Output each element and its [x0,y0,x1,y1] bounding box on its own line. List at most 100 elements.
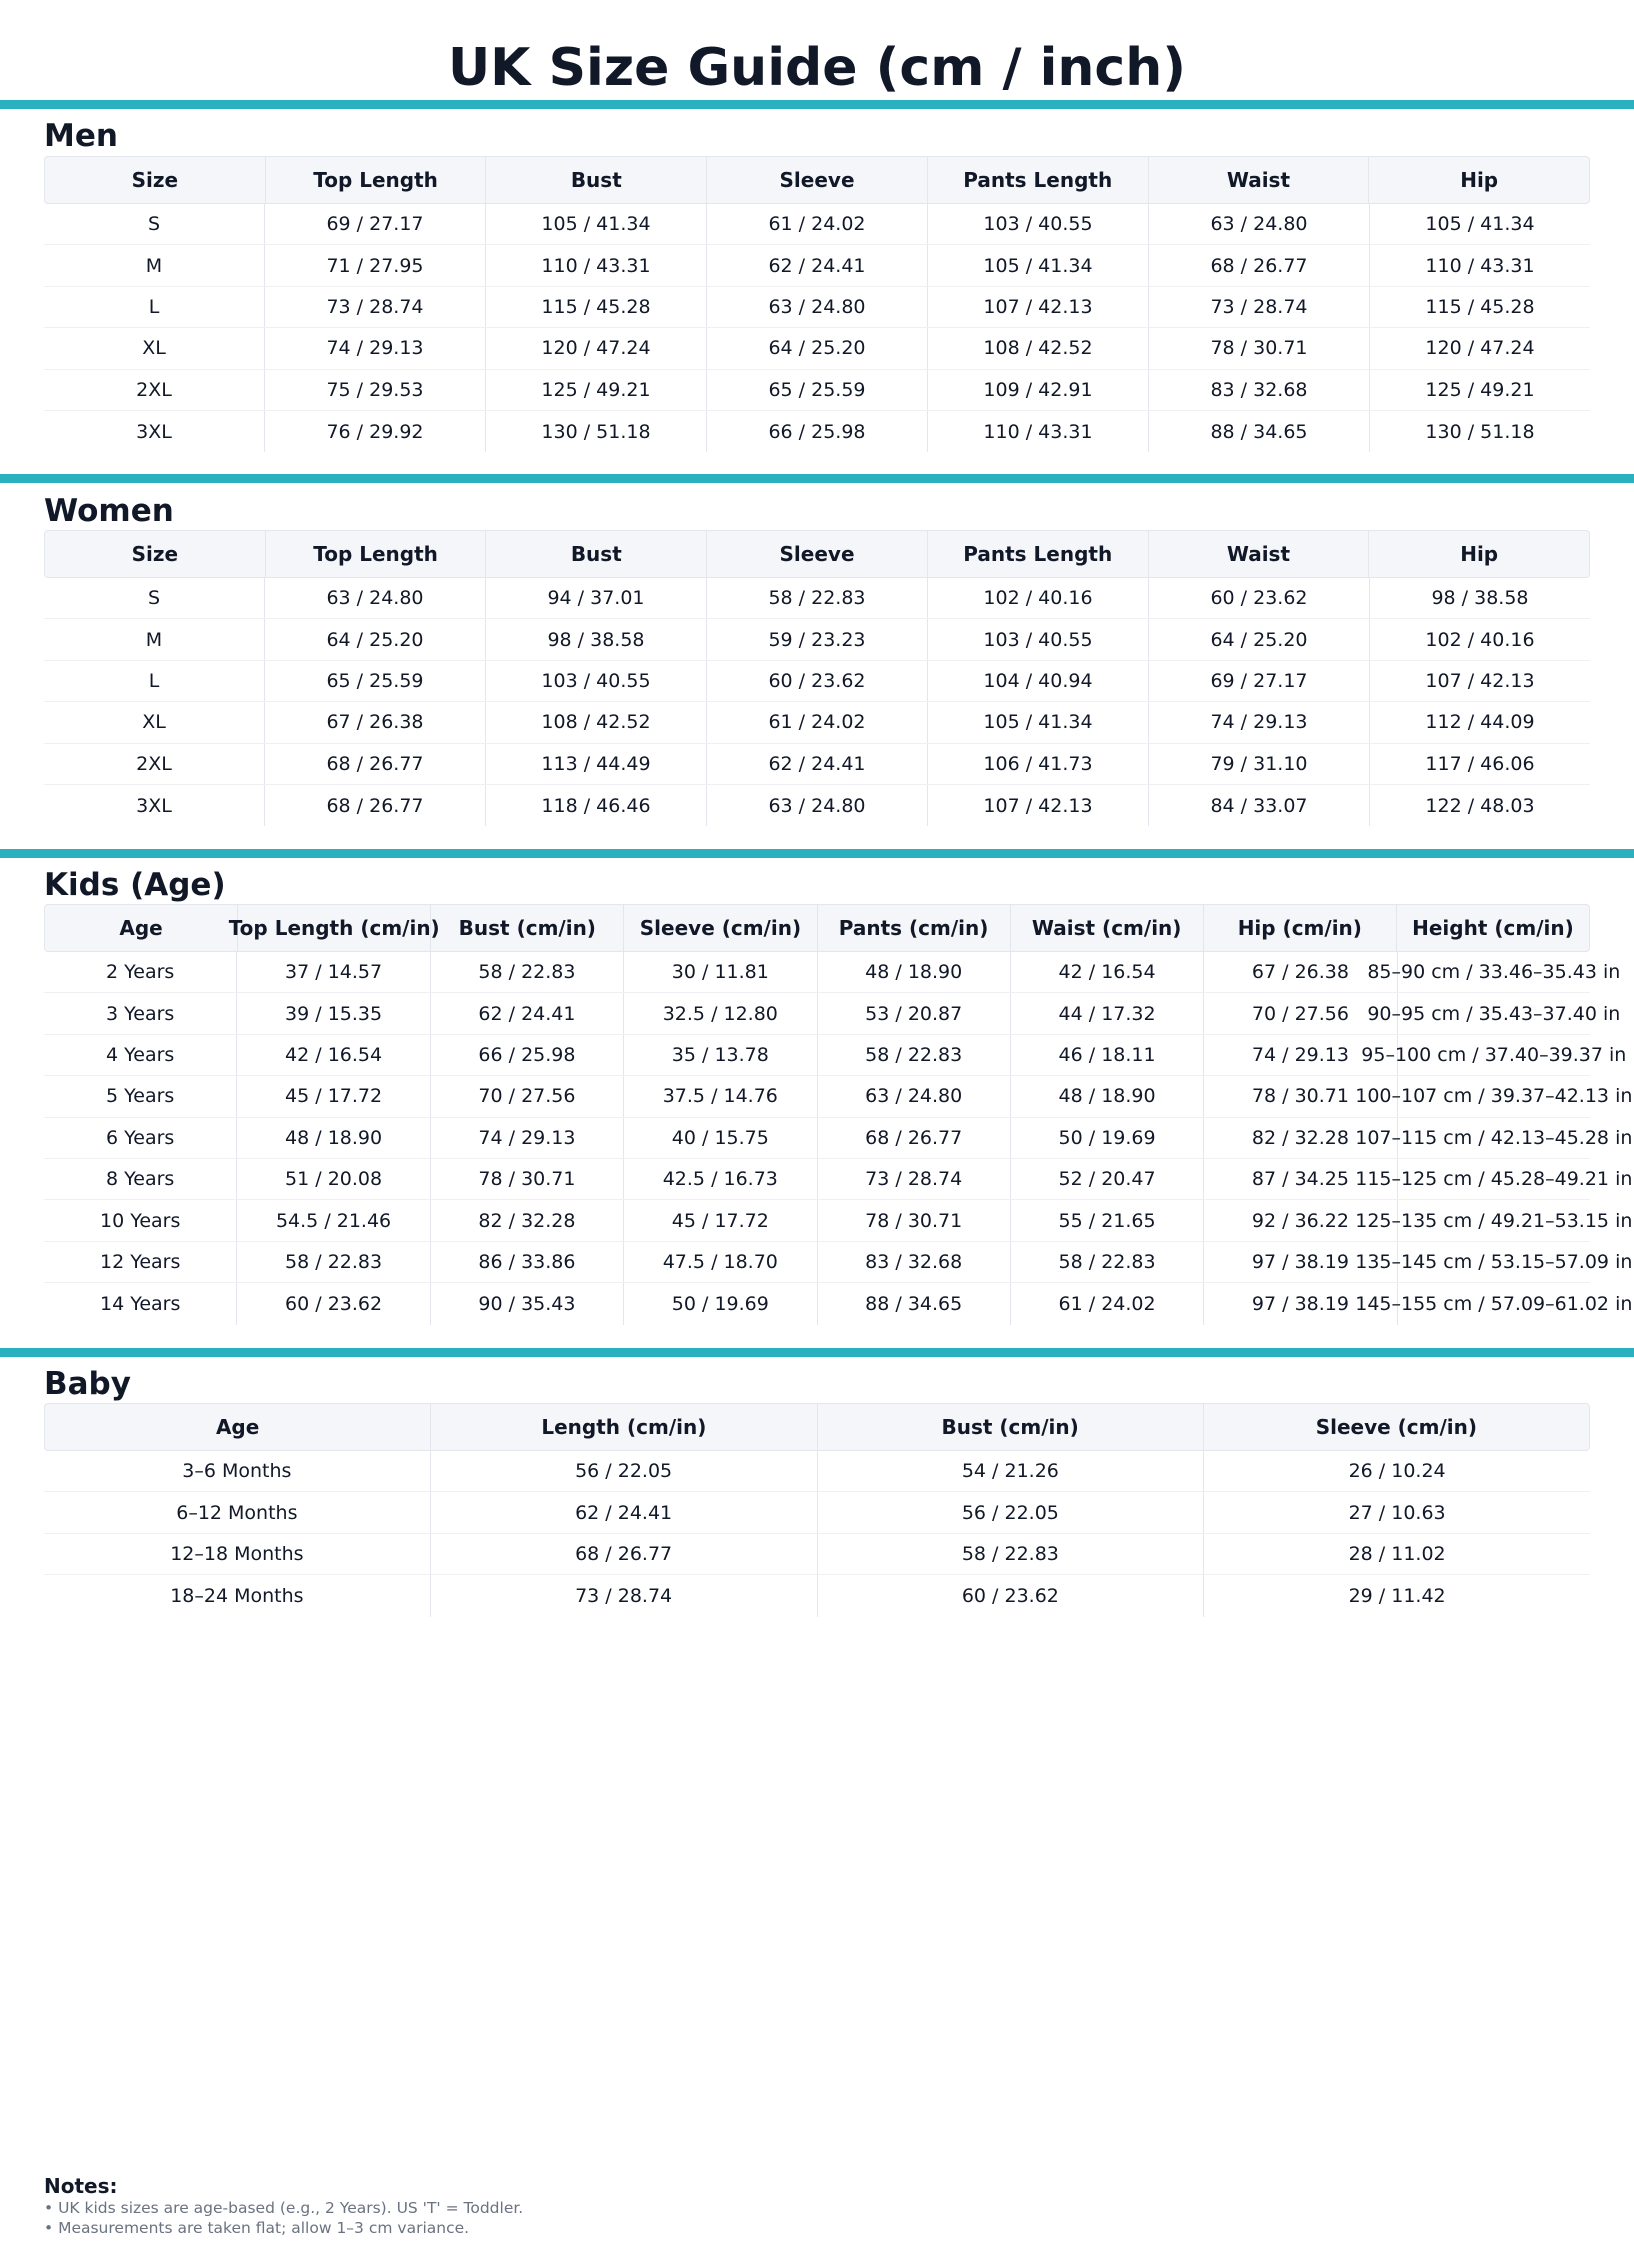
table-cell: 45 / 17.72 [623,1200,816,1241]
table-cell: 58 / 22.83 [816,1034,1010,1076]
table-cell: 3–6 Months [182,1460,292,1483]
table-row: L 73 / 28.74 115 / 45.28 63 / 24.80 107 / 42… [44,286,1590,329]
table-row: 10 Years 54.5 / 21.46 82 / 32.28 45 / 17.72… [44,1200,1632,1242]
table-cell: 75 / 29.53 [264,369,485,410]
table-row: 3XL 76 / 29.92 130 / 51.18 66 / 25.98 110 / … [44,410,1590,453]
note-line: • Measurements are taken flat; allow 1–3… [44,2219,470,2237]
table-cell: 108 / 42.52 [485,702,706,743]
table-row: 3XL 68 / 26.77 118 / 46.46 63 / 24.80 107 / … [44,784,1590,827]
column-header: Top Length [264,157,486,203]
table-cell: 82 / 32.28 [1203,1117,1396,1158]
table-cell: 66 / 25.98 [429,1034,623,1076]
table-cell: 47.5 / 18.70 [623,1241,816,1283]
table-cell: 102 / 40.16 [927,578,1148,619]
table-row: 12 Years 58 / 22.83 86 / 33.86 47.5 / 18.70… [44,1241,1632,1284]
table-cell: 4 Years [106,1043,175,1066]
table-cell: 2 Years [106,961,175,984]
column-header: Height (cm/in) [1395,905,1589,951]
column-header: Waist [1147,531,1369,577]
table-header-row: Age Top Length (cm/in) Bust (cm/in) Sleeve … [44,904,1590,952]
table-cell: 29 / 11.42 [1203,1575,1590,1617]
table-cell: 6 Years [106,1126,175,1149]
table-cell: 30 / 11.81 [623,952,816,993]
table-cell: 87 / 34.25 [1203,1158,1396,1200]
note-line: • UK kids sizes are age-based (e.g., 2 Y… [44,2199,524,2217]
table-cell: 58 / 22.83 [816,1533,1204,1575]
table-cell: 67 / 26.38 [1203,952,1396,993]
table-row: M 64 / 25.20 98 / 38.58 59 / 23.23 103 / 40.… [44,619,1590,661]
section-title-men: Men [44,118,118,154]
table-cell: 58 / 22.83 [706,578,927,619]
table-cell: 110 / 43.31 [485,245,706,286]
table-cell: 102 / 40.16 [1369,619,1590,660]
table-cell: 65 / 25.59 [706,369,927,410]
table-cell: 117 / 46.06 [1369,743,1590,784]
table-cell: 37.5 / 14.76 [623,1076,816,1117]
women-size-table: Size Top Length Bust Sleeve Pants Length Wais… [44,530,1590,827]
table-cell: 112 / 44.09 [1369,702,1590,743]
table-cell: 68 / 26.77 [429,1533,817,1575]
table-cell: 61 / 24.02 [706,702,927,743]
table-row: S 69 / 27.17 105 / 41.34 61 / 24.02 103 / 40… [44,204,1590,246]
table-cell: 32.5 / 12.80 [623,993,816,1034]
table-cell: 10 Years [100,1209,181,1232]
column-header: Age [215,1415,260,1439]
table-cell: 58 / 22.83 [1009,1241,1203,1283]
table-row: 18–24 Months 73 / 28.74 60 / 23.62 29 / 11.… [44,1575,1590,1617]
table-cell: 58 / 22.83 [429,952,623,993]
table-cell: 97 / 38.19 [1203,1241,1396,1283]
table-cell: 120 / 47.24 [1369,328,1590,369]
table-row: 5 Years 45 / 17.72 70 / 27.56 37.5 / 14.76 6… [44,1076,1632,1118]
page-title: UK Size Guide (cm / inch) [447,38,1187,98]
table-cell: 37 / 14.57 [236,952,429,993]
table-header-row: Age Length (cm/in) Bust (cm/in) Sleeve (cm/… [44,1403,1590,1451]
table-cell: 56 / 22.05 [816,1492,1204,1533]
table-cell: 130 / 51.18 [485,410,706,453]
table-row: 6 Years 48 / 18.90 74 / 29.13 40 / 15.75 68 … [44,1117,1632,1159]
column-header: Sleeve (cm/in) [623,905,816,951]
table-cell: 73 / 28.74 [429,1575,817,1617]
column-header: Size [131,168,179,192]
table-cell: 103 / 40.55 [927,204,1148,245]
table-cell: 98 / 38.58 [1369,578,1590,619]
table-cell: 60 / 23.62 [236,1283,429,1325]
table-cell: 109 / 42.91 [927,369,1148,410]
table-cell: 27 / 10.63 [1203,1492,1590,1533]
table-cell: 28 / 11.02 [1203,1533,1590,1575]
table-row: 2XL 75 / 29.53 125 / 49.21 65 / 25.59 109 / … [44,369,1590,411]
table-cell: 88 / 34.65 [816,1283,1010,1325]
table-cell: S [147,213,161,236]
column-header: Bust [485,531,706,577]
table-cell: 78 / 30.71 [429,1158,623,1200]
section-title-women: Women [44,493,174,529]
table-cell: 145–155 cm / 57.09–61.02 in [1355,1283,1632,1325]
table-row: 3 Years 39 / 15.35 62 / 24.41 32.5 / 12.80 5… [44,993,1620,1035]
table-cell: 110 / 43.31 [1369,245,1590,286]
column-header: Length (cm/in) [430,1404,816,1450]
table-cell: 51 / 20.08 [236,1158,429,1200]
column-header: Sleeve [706,531,927,577]
table-cell: 66 / 25.98 [706,410,927,453]
column-header: Pants Length [926,531,1148,577]
table-cell: 6–12 Months [176,1501,298,1524]
section-divider [0,849,1634,858]
column-header: Hip (cm/in) [1202,905,1396,951]
table-row: M 71 / 27.95 110 / 43.31 62 / 24.41 105 / 41… [44,245,1590,287]
table-cell: 63 / 24.80 [1148,204,1369,245]
table-cell: 50 / 19.69 [623,1283,816,1325]
column-header: Top Length [264,531,486,577]
table-row: L 65 / 25.59 103 / 40.55 60 / 23.62 104 / 40… [44,660,1590,703]
table-cell: 39 / 15.35 [236,993,429,1034]
section-divider [0,1348,1634,1357]
table-cell: 130 / 51.18 [1369,410,1590,453]
table-cell: 125 / 49.21 [1369,369,1590,410]
column-header: Bust (cm/in) [430,905,623,951]
table-cell: 50 / 19.69 [1009,1117,1203,1158]
table-cell: 54 / 21.26 [816,1451,1204,1492]
table-cell: L [148,669,160,692]
column-header: Waist (cm/in) [1009,905,1203,951]
notes: Notes: • UK kids sizes are age-based (e.… [44,2174,523,2238]
table-cell: XL [142,337,166,360]
table-cell: 42 / 16.54 [236,1034,429,1076]
column-header: Waist [1147,157,1369,203]
